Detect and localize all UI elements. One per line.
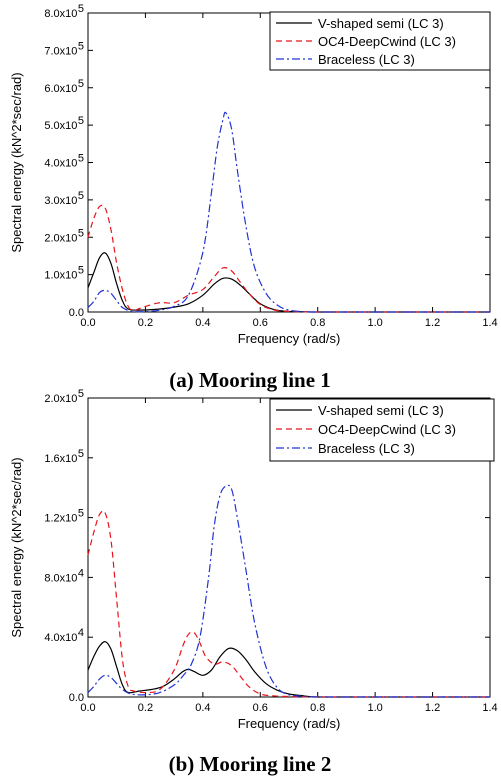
chart-2-y-axis-title: Spectral energy (kN^2*sec/rad) [9,457,24,637]
chart-1-y-tick-exponent: 5 [78,153,84,165]
caption-a: (a) Mooring line 1 [169,368,331,392]
chart-1-x-tick-label: 1.0 [367,317,382,329]
chart-2-x-tick-label: 1.4 [482,702,497,714]
chart-2-x-tick-label: 0.6 [253,702,268,714]
chart-1-y-tick-label: 0.0 [69,307,84,319]
chart-2-legend-box [269,398,495,462]
chart-1-y-tick-exponent: 5 [78,190,84,202]
chart-2-x-tick-label: 0.0 [80,702,95,714]
chart-2-x-tick-label: 0.4 [195,702,210,714]
chart-2-legend-label-3: Braceless (LC 3) [318,441,415,456]
chart-1-series-line-2 [87,204,490,313]
chart-1-y-axis-title: Spectral energy (kN^2*sec/rad) [9,72,24,252]
chart-2-y-tick-exponent: 5 [78,508,84,520]
chart-2-y-tick-label: 1.6x10 [44,453,77,465]
chart-2-x-tick-label: 1.2 [425,702,440,714]
caption-b: (b) Mooring line 2 [169,752,332,776]
chart-2-series-line-2 [87,510,490,698]
chart-2-series-line-1 [87,641,490,698]
chart-2-y-tick-label: 4.0x10 [44,632,77,644]
chart-1-legend-label-3: Braceless (LC 3) [318,52,415,67]
chart-1-x-tick-label: 0.0 [80,317,95,329]
chart-1-y-tick-exponent: 5 [78,115,84,127]
chart-1-y-tick-label: 4.0x10 [44,158,77,170]
chart-2-y-tick-exponent: 5 [78,388,84,400]
chart-2-y-tick-exponent: 4 [78,627,84,639]
chart-2-y-tick-label: 8.0x10 [44,572,77,584]
chart-1-x-tick-label: 1.4 [482,317,497,329]
chart-1-y-tick-exponent: 5 [78,265,84,277]
chart-1-x-tick-label: 0.8 [310,317,325,329]
chart-2-y-tick-exponent: 4 [78,567,84,579]
chart-1-y-tick-label: 6.0x10 [44,83,77,95]
chart-1-series-line-3 [87,111,490,313]
chart-1-y-tick-label: 1.0x10 [44,270,77,282]
chart-1-x-axis-title: Frequency (rad/s) [238,331,341,346]
chart-2-x-tick-label: 1.0 [367,702,382,714]
chart-2-series-line-3 [87,484,490,698]
chart-2-legend-label-1: V-shaped semi (LC 3) [318,403,444,418]
chart-1-y-tick-label: 2.0x10 [44,232,77,244]
chart-1-y-tick-label: 5.0x10 [44,120,77,132]
chart-2-y-tick-label: 1.2x10 [44,513,77,525]
chart-1-legend-label-1: V-shaped semi (LC 3) [318,16,444,31]
chart-2-x-tick-label: 0.8 [310,702,325,714]
chart-1-legend-label-2: OC4-DeepCwind (LC 3) [318,34,456,49]
chart-2-y-tick-exponent: 5 [78,448,84,460]
chart-1-y-tick-label: 8.0x10 [44,8,77,20]
chart-1-series-line-1 [87,252,490,313]
chart-2-y-tick-label: 0.0 [69,692,84,704]
chart-1-y-tick-exponent: 5 [78,40,84,52]
chart-1-y-tick-exponent: 5 [78,3,84,15]
chart-1-y-tick-label: 3.0x10 [44,195,77,207]
chart-2-x-tick-label: 0.2 [138,702,153,714]
chart-2-plot-frame [87,397,491,698]
chart-1-x-tick-label: 1.2 [425,317,440,329]
chart-1-x-tick-label: 0.4 [195,317,210,329]
chart-2-x-axis-title: Frequency (rad/s) [238,716,341,731]
chart-2-legend-label-2: OC4-DeepCwind (LC 3) [318,422,456,437]
chart-1-y-tick-exponent: 5 [78,78,84,90]
chart-2-y-tick-label: 2.0x10 [44,393,77,405]
chart-1-y-tick-label: 7.0x10 [44,45,77,57]
chart-1-x-tick-label: 0.2 [138,317,153,329]
chart-1-x-tick-label: 0.6 [253,317,268,329]
chart-1-y-tick-exponent: 5 [78,227,84,239]
